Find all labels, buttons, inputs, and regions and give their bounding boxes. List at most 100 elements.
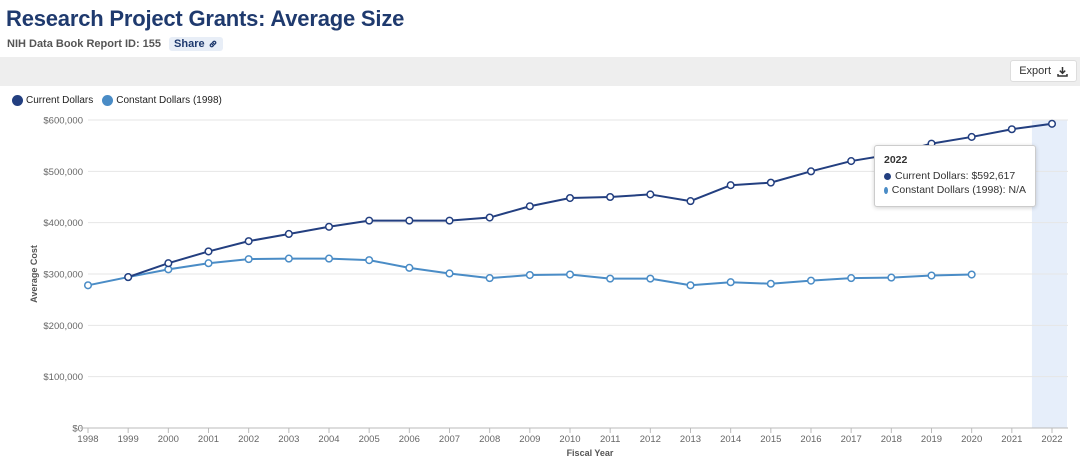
data-point-constant	[967, 270, 976, 279]
y-tick-label: $400,000	[43, 218, 83, 229]
x-tick-label: 2018	[881, 434, 902, 445]
data-point-current	[324, 222, 334, 231]
data-point-constant	[204, 259, 213, 268]
x-tick-label: 2002	[238, 434, 259, 445]
data-point-constant	[83, 281, 93, 290]
x-tick-label: 2004	[318, 434, 339, 445]
legend-label-current: Current Dollars	[26, 95, 94, 106]
legend-label-constant: Constant Dollars (1998)	[116, 95, 222, 106]
data-point-current	[646, 190, 655, 199]
data-point-constant	[606, 274, 615, 283]
x-tick-label: 2014	[720, 434, 741, 445]
tooltip-text-current: Current Dollars: $592,617	[895, 170, 1016, 182]
x-tick-label: 2003	[278, 434, 299, 445]
report-id-row: NIH Data Book Report ID: 155 Share	[7, 37, 223, 51]
legend-item-constant[interactable]: Constant Dollars (1998)	[102, 95, 222, 106]
data-point-constant	[686, 281, 695, 290]
data-point-constant	[847, 274, 856, 283]
data-point-constant	[565, 270, 575, 279]
x-tick-label: 2013	[680, 434, 701, 445]
x-tick-label: 2009	[519, 434, 540, 445]
data-point-current	[445, 216, 454, 225]
x-tick-label: 2017	[841, 434, 862, 445]
data-point-current	[1007, 125, 1016, 134]
x-tick-label: 2016	[800, 434, 821, 445]
x-axis-label: Fiscal Year	[567, 448, 614, 458]
x-tick-label: 2011	[600, 434, 620, 445]
data-point-constant	[405, 263, 414, 272]
x-tick-label: 2007	[439, 434, 460, 445]
export-button[interactable]: Export	[1010, 60, 1077, 82]
share-button[interactable]: Share	[169, 37, 223, 51]
data-point-constant	[766, 279, 775, 288]
x-tick-label: 2015	[760, 434, 781, 445]
x-tick-label: 2012	[640, 434, 661, 445]
export-label: Export	[1019, 65, 1051, 77]
legend-item-current[interactable]: Current Dollars	[12, 95, 93, 106]
tooltip-year: 2022	[884, 154, 908, 166]
data-point-current	[244, 237, 253, 246]
x-tick-label: 2021	[1001, 434, 1022, 445]
data-point-constant	[806, 276, 816, 285]
data-point-constant	[525, 270, 534, 280]
data-point-current	[525, 202, 534, 211]
y-tick-label: $600,000	[43, 116, 83, 127]
data-point-constant	[927, 271, 936, 280]
x-tick-label: 1999	[118, 434, 139, 445]
data-point-constant	[887, 273, 896, 282]
data-point-constant	[646, 274, 655, 283]
tooltip-row-constant: Constant Dollars (1998): N/A	[884, 184, 1026, 196]
data-point-current	[766, 178, 775, 187]
share-label: Share	[174, 38, 205, 50]
x-tick-label: 2008	[479, 434, 500, 445]
data-point-current	[1047, 119, 1057, 128]
data-point-current	[806, 167, 816, 176]
data-point-constant	[365, 256, 374, 265]
data-point-constant	[445, 269, 454, 278]
report-id: NIH Data Book Report ID: 155	[7, 38, 162, 50]
data-point-constant	[244, 255, 253, 264]
data-point-current	[164, 259, 173, 268]
y-axis-label: Average Cost	[29, 245, 39, 303]
x-tick-label: 2022	[1041, 434, 1062, 445]
tooltip: 2022 Current Dollars: $592,617 Constant …	[874, 145, 1036, 207]
legend-swatch-constant	[102, 95, 114, 106]
x-tick-label: 2000	[158, 434, 179, 445]
data-point-constant	[726, 278, 735, 287]
x-tick-label: 2019	[921, 434, 942, 445]
data-point-constant	[485, 274, 494, 283]
x-tick-label: 2005	[359, 434, 380, 445]
tooltip-text-constant: Constant Dollars (1998): N/A	[891, 184, 1026, 196]
x-tick-label: 2001	[198, 434, 219, 445]
data-point-constant	[324, 254, 334, 263]
download-icon	[1057, 66, 1068, 77]
tooltip-dot-constant	[884, 186, 888, 194]
y-tick-label: $100,000	[43, 372, 83, 383]
tooltip-dot-current	[884, 172, 891, 180]
y-tick-label: $200,000	[43, 321, 83, 332]
data-point-current	[204, 247, 213, 256]
data-point-current	[847, 157, 856, 166]
legend-swatch-current	[12, 95, 23, 106]
x-tick-label: 2010	[559, 434, 580, 445]
data-point-current	[405, 216, 414, 225]
data-point-current	[485, 213, 494, 222]
data-point-current	[365, 216, 374, 225]
y-tick-label: $500,000	[43, 167, 83, 178]
data-point-current	[686, 197, 695, 206]
data-point-current	[124, 273, 133, 282]
data-point-current	[967, 132, 976, 141]
chart-toolbar: Export	[0, 57, 1080, 86]
data-point-constant	[284, 254, 293, 263]
tooltip-row-current: Current Dollars: $592,617	[884, 170, 1026, 182]
chart-legend: Current Dollars Constant Dollars (1998)	[12, 95, 231, 106]
y-tick-label: $0	[72, 424, 83, 435]
x-tick-label: 2020	[961, 434, 982, 445]
x-tick-label: 1998	[77, 434, 98, 445]
page-title: Research Project Grants: Average Size	[6, 6, 405, 31]
data-point-current	[284, 229, 293, 239]
data-point-current	[565, 193, 575, 203]
data-point-current	[606, 192, 615, 202]
link-icon	[209, 40, 216, 48]
